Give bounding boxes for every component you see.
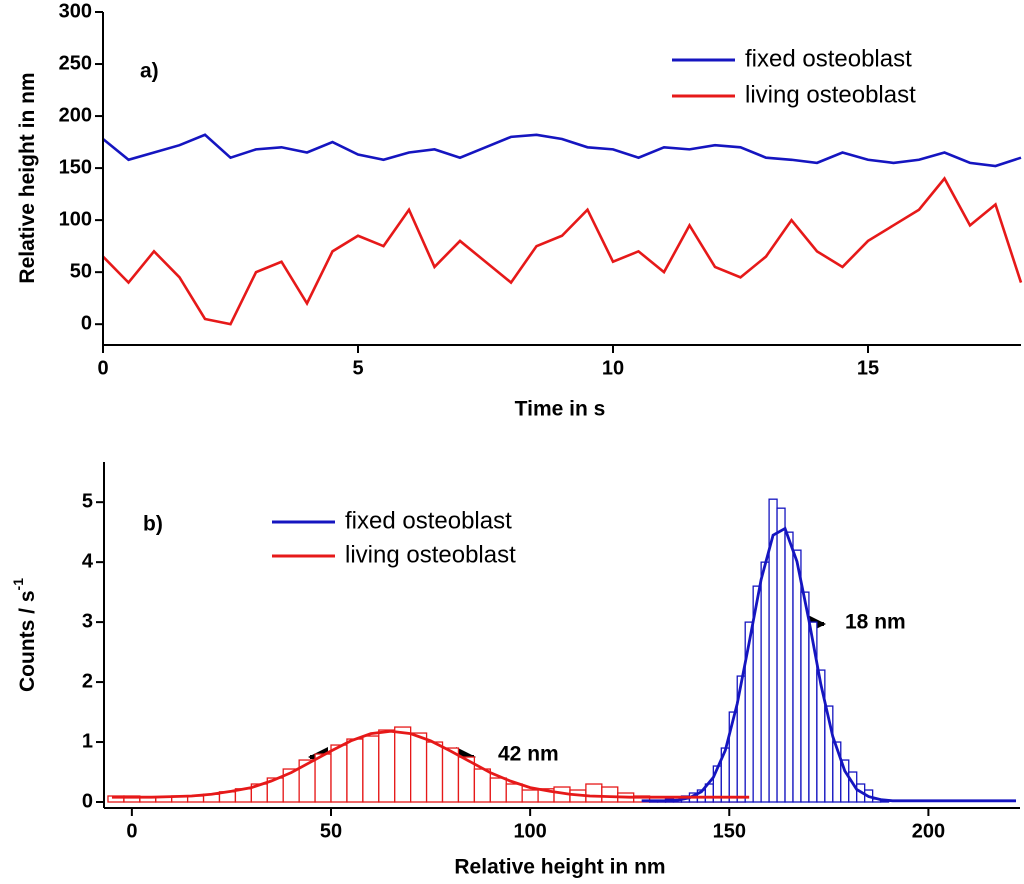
y-tick-label: 200 bbox=[59, 104, 92, 126]
histogram-bar bbox=[784, 531, 794, 803]
x-tick-label: 15 bbox=[857, 357, 879, 379]
histogram-bar bbox=[330, 744, 348, 803]
x-tick-label: 5 bbox=[352, 357, 363, 379]
x-tick-label: 200 bbox=[912, 820, 945, 842]
x-tick-label: 100 bbox=[513, 820, 546, 842]
y-tick-label: 0 bbox=[82, 790, 93, 812]
y-tick-label: 2 bbox=[82, 670, 93, 692]
histogram-bar bbox=[425, 741, 444, 803]
x-axis-title: Time in s bbox=[515, 398, 606, 421]
y-axis-title-text: Counts / s bbox=[16, 590, 39, 692]
data-line bbox=[102, 176, 1023, 326]
panel-label: b) bbox=[143, 513, 163, 536]
x-axis-title: Relative height in nm bbox=[454, 856, 665, 879]
histogram-bar bbox=[800, 591, 810, 803]
histogram-bar bbox=[489, 777, 507, 803]
y-tick-label: 1 bbox=[82, 730, 93, 752]
y-tick-label: 5 bbox=[82, 490, 93, 512]
y-tick-label: 0 bbox=[81, 312, 92, 334]
legend-label: living osteoblast bbox=[345, 541, 516, 568]
histogram-bar bbox=[362, 735, 380, 803]
histogram-bar bbox=[473, 768, 491, 803]
histogram-bar bbox=[585, 783, 603, 803]
histogram-bar bbox=[346, 738, 364, 803]
histogram-bar bbox=[505, 783, 523, 803]
y-tick-label: 50 bbox=[70, 260, 92, 282]
y-tick-label: 3 bbox=[82, 610, 93, 632]
histogram-bar bbox=[378, 729, 396, 803]
annotation: 42 nm bbox=[498, 743, 559, 766]
y-tick-label: 150 bbox=[59, 156, 92, 178]
panel-label: a) bbox=[140, 60, 159, 83]
x-tick-label: 0 bbox=[97, 357, 108, 379]
histogram-bar bbox=[314, 753, 332, 803]
y-axis-title-superscript: -1 bbox=[10, 578, 26, 591]
y-axis-title-text: Relative height in nm bbox=[16, 72, 39, 283]
y-tick-label: 250 bbox=[59, 52, 92, 74]
histogram-bar bbox=[792, 549, 802, 803]
x-tick-label: 10 bbox=[602, 357, 624, 379]
x-tick-label: 150 bbox=[713, 820, 746, 842]
legend-label: living osteoblast bbox=[745, 81, 916, 108]
histogram-bar bbox=[760, 561, 770, 803]
histogram-bar bbox=[410, 732, 428, 803]
data-line bbox=[102, 133, 1022, 168]
y-axis-title: Counts / s-1 bbox=[10, 578, 39, 692]
histogram-bar bbox=[441, 747, 460, 803]
y-tick-label: 300 bbox=[59, 0, 92, 22]
histogram-bar bbox=[394, 726, 412, 803]
legend-label: fixed osteoblast bbox=[345, 507, 512, 534]
annotation: 18 nm bbox=[845, 611, 906, 634]
x-tick-label: 50 bbox=[320, 820, 342, 842]
histogram-bar bbox=[601, 786, 619, 803]
legend-label: fixed osteoblast bbox=[745, 45, 912, 72]
histogram-bar bbox=[521, 789, 539, 803]
x-tick-label: 0 bbox=[126, 820, 137, 842]
y-tick-label: 100 bbox=[59, 208, 92, 230]
y-tick-label: 4 bbox=[82, 550, 94, 572]
fit-curve bbox=[111, 729, 750, 799]
y-axis-title: Relative height in nm bbox=[16, 72, 39, 283]
histogram-bar bbox=[776, 507, 786, 803]
